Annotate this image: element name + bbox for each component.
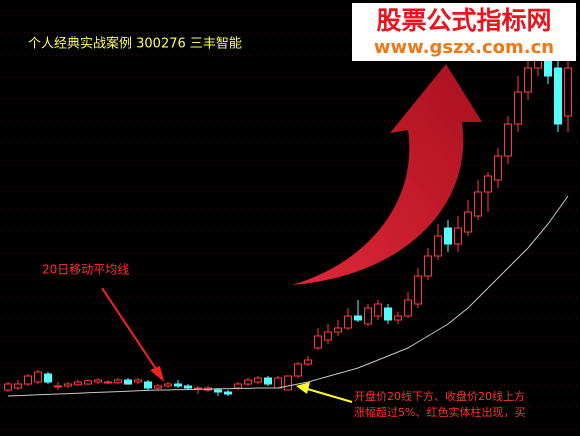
watermark-name: 股票公式指标网 xyxy=(376,6,551,35)
candle-body xyxy=(264,377,272,385)
watermark-url: www.gszx.com.cn xyxy=(374,37,554,58)
candle-body xyxy=(344,315,352,329)
candle-body xyxy=(4,383,12,391)
candle-body xyxy=(444,227,452,245)
candle-body xyxy=(104,381,112,384)
candle-body xyxy=(394,315,402,321)
candle-body xyxy=(284,375,292,391)
candle-body xyxy=(374,303,382,317)
candle-body xyxy=(514,91,522,125)
candle-body xyxy=(404,299,412,317)
candle-body xyxy=(454,227,462,245)
candle-body xyxy=(254,377,262,383)
candle-body xyxy=(214,389,222,393)
candle-body xyxy=(84,380,92,385)
pointer-arrow-head xyxy=(150,366,164,382)
candle-body xyxy=(34,371,42,383)
candle-body xyxy=(294,363,302,377)
candle-body xyxy=(64,383,72,387)
candle-body xyxy=(274,377,282,389)
candle-body xyxy=(564,67,572,117)
candle-body xyxy=(14,383,22,389)
candle-body xyxy=(434,235,442,257)
candle-body xyxy=(234,383,242,389)
candle-body xyxy=(364,307,372,325)
candle-body xyxy=(44,373,52,383)
pointer-arrow-head xyxy=(296,382,310,394)
candle-body xyxy=(474,191,482,217)
candle-body xyxy=(94,379,102,383)
ma-line xyxy=(7,195,569,397)
candle-body xyxy=(24,375,32,385)
candle-body xyxy=(504,123,512,157)
candle-body xyxy=(134,379,142,383)
candle-body xyxy=(484,175,492,193)
watermark-box xyxy=(352,3,576,61)
candle-body xyxy=(244,379,252,385)
candle-body xyxy=(54,385,62,388)
candle-body xyxy=(184,385,192,389)
candle-body xyxy=(424,255,432,277)
chart-title: 个人经典实战案例 300276 三丰智能 xyxy=(28,37,242,52)
candle-body xyxy=(154,385,162,389)
big-arrow xyxy=(292,64,482,285)
pointer-arrow xyxy=(303,387,353,403)
annotation: 开盘价20线下方、收盘价20线上方 xyxy=(354,389,525,403)
candle-body xyxy=(164,383,172,387)
candle-body xyxy=(554,67,562,125)
candle-body xyxy=(384,307,392,321)
candle-body xyxy=(334,327,342,333)
candle-body xyxy=(224,391,232,395)
ma-label: 20日移动平均线 xyxy=(42,263,129,277)
candle-body xyxy=(304,359,312,365)
candle-body xyxy=(124,379,132,385)
candle-body xyxy=(524,67,532,93)
pointer-arrow xyxy=(101,287,159,373)
candle-body xyxy=(414,275,422,305)
plot xyxy=(4,12,572,397)
candle-body xyxy=(494,155,502,181)
annotation: 涨幅超过5%、红色实体柱出现，买 xyxy=(354,405,525,419)
candle-body xyxy=(354,315,362,321)
candle-body xyxy=(314,335,322,349)
candle-body xyxy=(324,331,332,341)
candle-body xyxy=(114,379,122,384)
candle-body xyxy=(74,381,82,386)
candle-body xyxy=(174,383,182,387)
candle-body xyxy=(144,381,152,389)
candle-body xyxy=(464,211,472,233)
